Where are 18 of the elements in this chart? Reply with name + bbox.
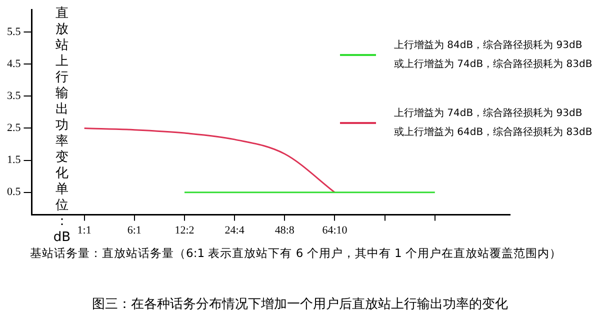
x-tick-label: 48:8 <box>274 224 295 236</box>
y-tick-label: 3.5 <box>7 90 22 102</box>
y-tick-label: 5.5 <box>7 26 22 38</box>
y-tick-label: 2.5 <box>7 122 22 134</box>
text: 直放站上行输出功率变化单位：dB <box>53 6 71 245</box>
x-axis-title: 基站话务量：直放站话务量（6:1 表示直放站下有 6 个用户，其中有 1 个用户在直放站覆盖范围内） <box>30 246 562 261</box>
legend-label: 上行增益为 74dB，综合路径损耗为 93dB 或上行增益为 64dB，综合路径损耗为 83dB <box>394 106 592 140</box>
y-tick-label: 4.5 <box>7 58 22 70</box>
y-tick-label: 0.5 <box>7 186 22 198</box>
text: 图三：在各种话务分布情况下增加一个用户后直放站上行输出功率的变化 <box>91 296 509 313</box>
x-tick-label: 12:2 <box>174 224 194 236</box>
x-tick-label: 64:10 <box>322 224 348 236</box>
x-tick-label: 6:1 <box>127 224 142 236</box>
x-tick-label: 1:1 <box>77 224 92 236</box>
line-series <box>84 127 336 194</box>
y-tick-label: 1.5 <box>7 154 22 166</box>
legend-label: 上行增益为 84dB，综合路径损耗为 93dB 或上行增益为 74dB，综合路径损耗为 83dB <box>394 38 592 72</box>
x-tick-label: 24:4 <box>224 224 245 236</box>
